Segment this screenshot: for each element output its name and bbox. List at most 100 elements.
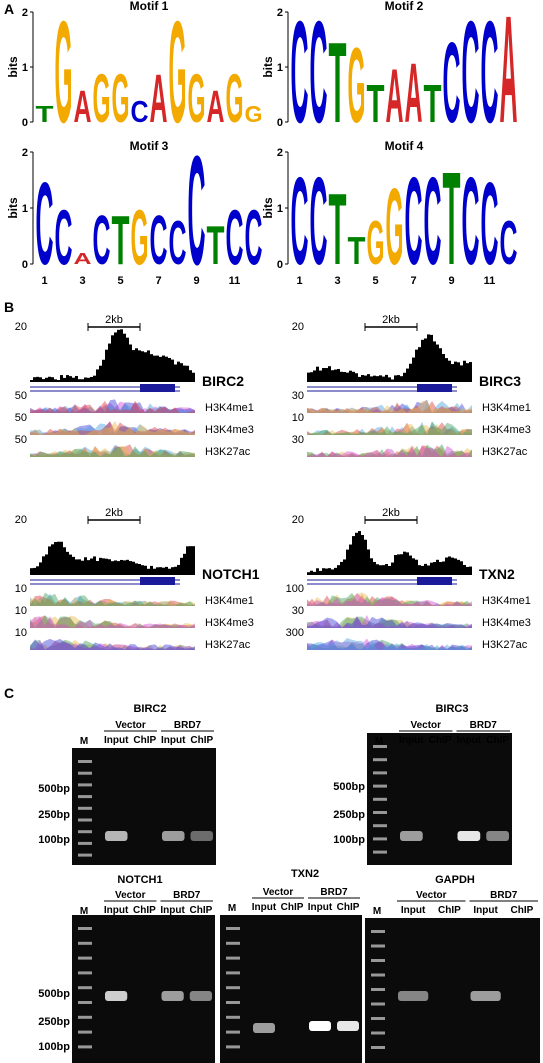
signal-bar bbox=[331, 370, 334, 382]
histone-mark: H3K27ac bbox=[482, 446, 528, 458]
signal-bar bbox=[153, 355, 156, 382]
ladder-band bbox=[371, 973, 385, 977]
logo-letter: C bbox=[55, 195, 73, 281]
signal-bar bbox=[87, 377, 90, 382]
lane-label: ChIP bbox=[486, 735, 509, 746]
histone-signal bbox=[307, 422, 472, 435]
signal-bar bbox=[177, 361, 180, 382]
track-scale: 20 bbox=[292, 321, 304, 333]
signal-bar bbox=[430, 562, 433, 575]
signal-bar bbox=[192, 546, 195, 575]
signal-bar bbox=[382, 376, 385, 382]
lane-label: ChIP bbox=[189, 905, 212, 916]
ladder-band bbox=[78, 986, 92, 990]
ladder-band bbox=[371, 959, 385, 962]
signal-bar bbox=[132, 350, 135, 382]
logo-letter: C bbox=[310, 153, 328, 292]
signal-bar bbox=[138, 350, 141, 382]
histone-mark: H3K27ac bbox=[205, 446, 251, 458]
ladder-band bbox=[78, 760, 92, 763]
dna-band bbox=[162, 831, 185, 841]
signal-bar bbox=[69, 554, 72, 575]
signal-bar bbox=[406, 552, 409, 575]
lane-label: Input bbox=[473, 905, 498, 916]
signal-bar bbox=[63, 377, 66, 382]
signal-bar bbox=[165, 356, 168, 382]
histone-signal bbox=[30, 401, 195, 413]
logo-letter: T bbox=[348, 230, 366, 273]
marker-label: M bbox=[375, 736, 383, 747]
histone-signal bbox=[30, 400, 195, 413]
ladder-band bbox=[373, 837, 387, 841]
signal-bar bbox=[352, 371, 355, 382]
ladder-band bbox=[78, 783, 92, 787]
x-tick-label: 7 bbox=[155, 275, 161, 287]
ladder-band bbox=[371, 930, 385, 933]
dna-band bbox=[309, 1021, 331, 1031]
gel-title: TXN2 bbox=[291, 868, 319, 880]
y-tick-label: 2 bbox=[22, 147, 28, 159]
signal-bar bbox=[81, 379, 84, 382]
ladder-band bbox=[78, 841, 92, 845]
track-scale: 300 bbox=[286, 627, 304, 639]
group-label: Vector bbox=[115, 720, 146, 731]
histone-signal bbox=[307, 399, 472, 413]
ladder-band bbox=[78, 1015, 92, 1019]
logo-letter: G bbox=[386, 166, 404, 287]
signal-bar bbox=[355, 532, 358, 575]
signal-bar bbox=[147, 350, 150, 382]
logo-letter: C bbox=[443, 18, 461, 147]
logo-letter: C bbox=[245, 195, 263, 281]
track-scale: 20 bbox=[15, 321, 27, 333]
ladder-band bbox=[226, 941, 240, 945]
axis-label: bits bbox=[261, 197, 275, 219]
ladder-band bbox=[226, 956, 240, 960]
lane-label: Input bbox=[401, 905, 426, 916]
ladder-band bbox=[78, 956, 92, 960]
signal-bar bbox=[433, 341, 436, 382]
track-scale: 50 bbox=[15, 434, 27, 446]
signal-bar bbox=[63, 547, 66, 575]
signal-bar bbox=[397, 554, 400, 575]
signal-bar bbox=[418, 347, 421, 382]
signal-bar bbox=[156, 567, 159, 575]
histone-signal bbox=[307, 616, 472, 628]
track-scale: 20 bbox=[292, 514, 304, 526]
logo-letter: T bbox=[329, 172, 347, 286]
signal-bar bbox=[99, 365, 102, 382]
signal-bar bbox=[75, 375, 78, 382]
x-tick-label: 5 bbox=[372, 275, 378, 287]
dna-band bbox=[486, 831, 509, 841]
histone-signal bbox=[307, 617, 472, 628]
gel bbox=[365, 918, 540, 1063]
signal-bar bbox=[334, 567, 337, 575]
histone-mark: H3K4me3 bbox=[205, 617, 254, 629]
gene-name: BIRC3 bbox=[479, 373, 521, 389]
signal-bar bbox=[57, 541, 60, 575]
signal-bar bbox=[30, 568, 33, 575]
signal-bar bbox=[340, 371, 343, 382]
logo-letter: C bbox=[188, 124, 206, 298]
y-tick-label: 1 bbox=[277, 203, 283, 215]
signal-bar bbox=[343, 559, 346, 575]
histone-signal bbox=[30, 403, 195, 413]
signal-bar bbox=[117, 561, 120, 575]
signal-bar bbox=[159, 567, 162, 575]
y-tick-label: 2 bbox=[277, 7, 283, 19]
signal-bar bbox=[39, 377, 42, 382]
signal-bar bbox=[126, 559, 129, 575]
histone-signal bbox=[307, 594, 472, 606]
histone-signal bbox=[307, 423, 472, 435]
signal-bar bbox=[334, 369, 337, 382]
ladder-label: 250bp bbox=[333, 809, 365, 821]
signal-bar bbox=[322, 368, 325, 382]
ladder-band bbox=[226, 1001, 240, 1004]
signal-bar bbox=[36, 376, 39, 382]
histone-signal bbox=[30, 592, 195, 606]
logo-letter: T bbox=[112, 202, 130, 280]
histone-signal bbox=[307, 639, 472, 650]
lane-label: ChIP bbox=[133, 735, 156, 746]
dna-band bbox=[457, 831, 481, 841]
signal-bar bbox=[382, 565, 385, 575]
logo-letter: C bbox=[462, 0, 480, 154]
